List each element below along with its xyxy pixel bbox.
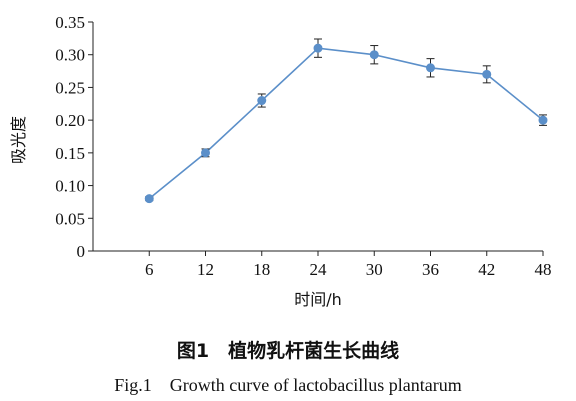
growth-curve-chart: 0 0.05 0.10 0.15 0.20 0.25 0.30 0.35 6 12 18 24 30 36… <box>9 13 552 309</box>
y-tick-label: 0.15 <box>55 144 85 163</box>
series-line <box>148 47 544 200</box>
x-tick-label: 6 <box>145 260 154 279</box>
tick-labels: 0 0.05 0.10 0.15 0.20 0.25 0.30 0.35 6 12 18 24 30 36… <box>55 13 551 279</box>
x-tick-label: 24 <box>310 260 328 279</box>
data-point <box>257 96 267 106</box>
figure-caption-english: Fig.1 Growth curve of lactobacillus plan… <box>114 375 462 395</box>
y-tick-label: 0.25 <box>55 78 85 97</box>
y-tick-label: 0 <box>77 242 86 261</box>
x-tick-label: 48 <box>535 260 552 279</box>
x-tick-label: 12 <box>197 260 214 279</box>
x-tick-label: 36 <box>422 260 439 279</box>
data-point <box>144 194 154 204</box>
y-tick-label: 0.10 <box>55 177 85 196</box>
data-point <box>538 115 548 125</box>
x-tick-label: 18 <box>253 260 270 279</box>
y-tick-label: 0.05 <box>55 209 85 228</box>
data-point <box>369 50 379 60</box>
figure-caption-chinese: 图1 植物乳杆菌生长曲线 <box>176 340 400 362</box>
y-tick-label: 0.30 <box>55 46 85 65</box>
x-tick-label: 42 <box>478 260 495 279</box>
data-point <box>201 148 210 158</box>
x-tick-label: 30 <box>366 260 383 279</box>
data-point <box>426 63 435 73</box>
axes <box>88 21 544 256</box>
x-axis-label: 时间/h <box>294 290 342 309</box>
y-axis-label: 吸光度 <box>9 116 28 164</box>
data-point <box>313 43 323 53</box>
y-tick-label: 0.20 <box>55 111 85 130</box>
series-layer <box>144 38 548 204</box>
y-tick-label: 0.35 <box>55 13 85 32</box>
data-point <box>482 69 492 79</box>
